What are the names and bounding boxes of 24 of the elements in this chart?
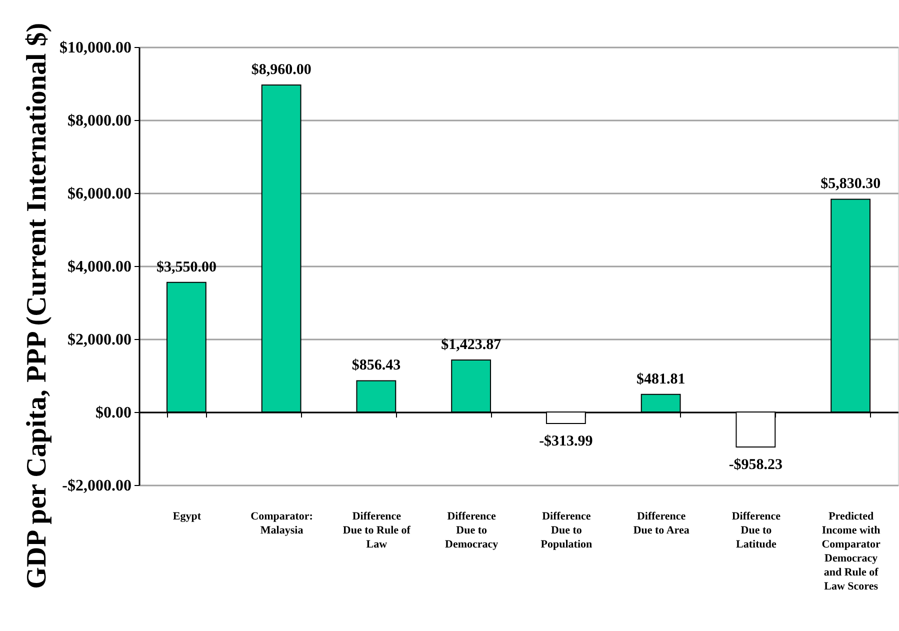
- data-label: $8,960.00: [251, 62, 312, 78]
- y-tick-label: $0.00: [96, 404, 132, 422]
- x-tick-label: Difference Due to Area: [633, 510, 690, 536]
- data-label: $3,550.00: [156, 259, 216, 276]
- data-label: $856.43: [352, 358, 401, 374]
- x-tick-label: Difference Due to Rule of Law: [342, 510, 411, 550]
- x-tick-label: Comparator: Malaysia: [250, 510, 313, 536]
- y-tick-label: -$2,000.00: [62, 478, 132, 494]
- x-tick-label: Egypt: [172, 510, 202, 522]
- x-tick-label: Predicted Income with Comparator Democracy and Rule of Law Scores: [822, 510, 881, 592]
- y-tick-label: $4,000.00: [68, 258, 132, 276]
- y-tick-label: $6,000.00: [68, 186, 132, 202]
- y-tick-label: $2,000.00: [68, 332, 132, 348]
- data-label: $5,830.30: [820, 176, 881, 192]
- y-axis-title: GDP per Capita, PPP (Current International $): [22, 22, 52, 589]
- data-label: -$958.23: [728, 456, 783, 473]
- data-label: -$313.99: [539, 433, 593, 450]
- y-tick-label: $10,000.00: [60, 40, 132, 56]
- x-tick-label: Difference Due to Latitude: [732, 510, 781, 550]
- x-tick-label: Difference Due to Democracy: [444, 510, 499, 550]
- data-label: $1,423.87: [441, 337, 502, 354]
- x-tick-label: Difference Due to Population: [540, 510, 592, 550]
- data-label: $481.81: [636, 371, 686, 388]
- y-tick-label: $8,000.00: [68, 112, 132, 130]
